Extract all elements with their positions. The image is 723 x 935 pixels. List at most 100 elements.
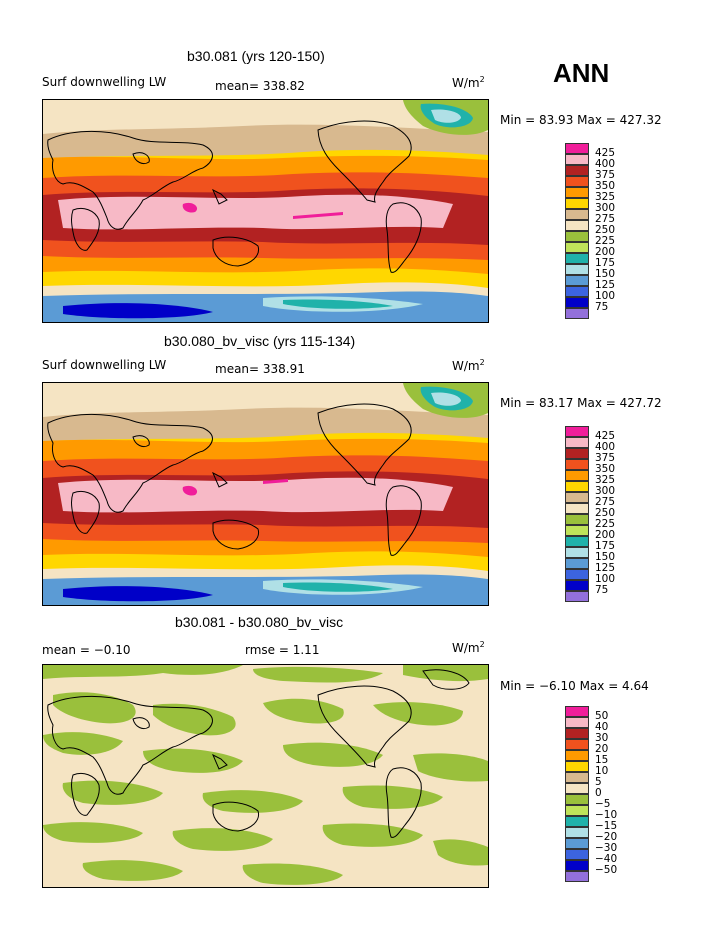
legend-label: 425: [595, 430, 616, 442]
season-label: ANN: [553, 58, 610, 88]
legend-label: 300: [595, 485, 616, 497]
legend-swatch: [565, 143, 589, 154]
legend-swatch: [565, 750, 589, 761]
legend-label: 150: [595, 551, 616, 563]
legend-label: 275: [595, 496, 616, 508]
legend-label: 10: [595, 765, 609, 777]
legend-label: 20: [595, 743, 609, 755]
legend-label: 40: [595, 721, 609, 733]
panel2-map: [42, 382, 489, 606]
legend-swatch: [565, 308, 589, 319]
legend-label: 225: [595, 235, 616, 247]
legend-label: 275: [595, 213, 616, 225]
legend-swatch: [565, 503, 589, 514]
panel1-contour-field: [43, 100, 488, 322]
legend-swatch: [565, 525, 589, 536]
legend-swatch: [565, 253, 589, 264]
legend-swatch: [565, 470, 589, 481]
legend-swatch: [565, 242, 589, 253]
panel1-legend: 425 400 375 350 325 300 275 250 225 200 …: [565, 143, 635, 323]
legend-swatch: [565, 783, 589, 794]
panel2-title: b30.080_bv_visc (yrs 115-134): [164, 333, 356, 349]
legend-swatch: [565, 492, 589, 503]
legend-swatch: [565, 275, 589, 286]
legend-label: 325: [595, 191, 616, 203]
legend-swatch: [565, 176, 589, 187]
panel1-title: b30.081 (yrs 120-150): [187, 48, 325, 64]
legend-label: 425: [595, 147, 616, 159]
legend-label: 300: [595, 202, 616, 214]
legend-swatch: [565, 569, 589, 580]
legend-swatch: [565, 165, 589, 176]
legend-label: 15: [595, 754, 609, 766]
legend-label: −10: [595, 809, 618, 821]
legend-swatch: [565, 849, 589, 860]
legend-swatch: [565, 297, 589, 308]
legend-swatch: [565, 558, 589, 569]
legend-swatch: [565, 717, 589, 728]
panel2-stat: mean= 338.91: [215, 362, 305, 376]
legend-label: −5: [595, 798, 611, 810]
legend-label: 400: [595, 441, 616, 453]
legend-swatch: [565, 761, 589, 772]
legend-swatch: [565, 514, 589, 525]
legend-label: 150: [595, 268, 616, 280]
panel3-minmax: Min = −6.10 Max = 4.64: [500, 679, 649, 693]
legend-label: 75: [595, 584, 609, 596]
legend-swatch: [565, 580, 589, 591]
legend-label: 30: [595, 732, 609, 744]
legend-swatch: [565, 536, 589, 547]
legend-label: 250: [595, 507, 616, 519]
legend-swatch: [565, 426, 589, 437]
legend-label: 100: [595, 573, 616, 585]
legend-swatch: [565, 816, 589, 827]
legend-swatch: [565, 794, 589, 805]
legend-swatch: [565, 871, 589, 882]
legend-label: 400: [595, 158, 616, 170]
panel3-contour-field: [43, 665, 488, 887]
legend-label: 200: [595, 246, 616, 258]
panel2-minmax: Min = 83.17 Max = 427.72: [500, 396, 662, 410]
legend-swatch: [565, 860, 589, 871]
legend-label: 0: [595, 787, 602, 799]
legend-swatch: [565, 739, 589, 750]
legend-swatch: [565, 187, 589, 198]
panel3-title: b30.081 - b30.080_bv_visc: [175, 614, 344, 630]
legend-label: −20: [595, 831, 618, 843]
legend-label: 125: [595, 279, 616, 291]
legend-swatch: [565, 728, 589, 739]
legend-label: −30: [595, 842, 618, 854]
legend-swatch: [565, 209, 589, 220]
legend-swatch: [565, 772, 589, 783]
legend-label: 350: [595, 463, 616, 475]
legend-label: 175: [595, 257, 616, 269]
panel1-stat: mean= 338.82: [215, 79, 305, 93]
legend-swatch: [565, 547, 589, 558]
legend-swatch: [565, 286, 589, 297]
legend-label: 250: [595, 224, 616, 236]
panel2-units: W/m2: [452, 358, 485, 373]
legend-swatch: [565, 437, 589, 448]
legend-label: 200: [595, 529, 616, 541]
legend-label: 350: [595, 180, 616, 192]
legend-label: 325: [595, 474, 616, 486]
panel3-legend: 50 40 30 20 15 10 5 0 −5 −10 −15 −20 −30…: [565, 706, 635, 886]
panel3-map: [42, 664, 489, 888]
legend-label: −15: [595, 820, 618, 832]
legend-label: 100: [595, 290, 616, 302]
panel2-legend: 425 400 375 350 325 300 275 250 225 200 …: [565, 426, 635, 606]
legend-swatch: [565, 264, 589, 275]
panel1-minmax: Min = 83.93 Max = 427.32: [500, 113, 662, 127]
legend-label: 225: [595, 518, 616, 530]
legend-swatch: [565, 805, 589, 816]
legend-swatch: [565, 198, 589, 209]
legend-swatch: [565, 231, 589, 242]
legend-swatch: [565, 154, 589, 165]
panel2-contour-field: [43, 383, 488, 605]
legend-label: −50: [595, 864, 618, 876]
panel3-units: W/m2: [452, 640, 485, 655]
panel3-rmse: rmse = 1.11: [245, 643, 320, 657]
legend-swatch: [565, 220, 589, 231]
legend-label: −40: [595, 853, 618, 865]
legend-label: 50: [595, 710, 609, 722]
